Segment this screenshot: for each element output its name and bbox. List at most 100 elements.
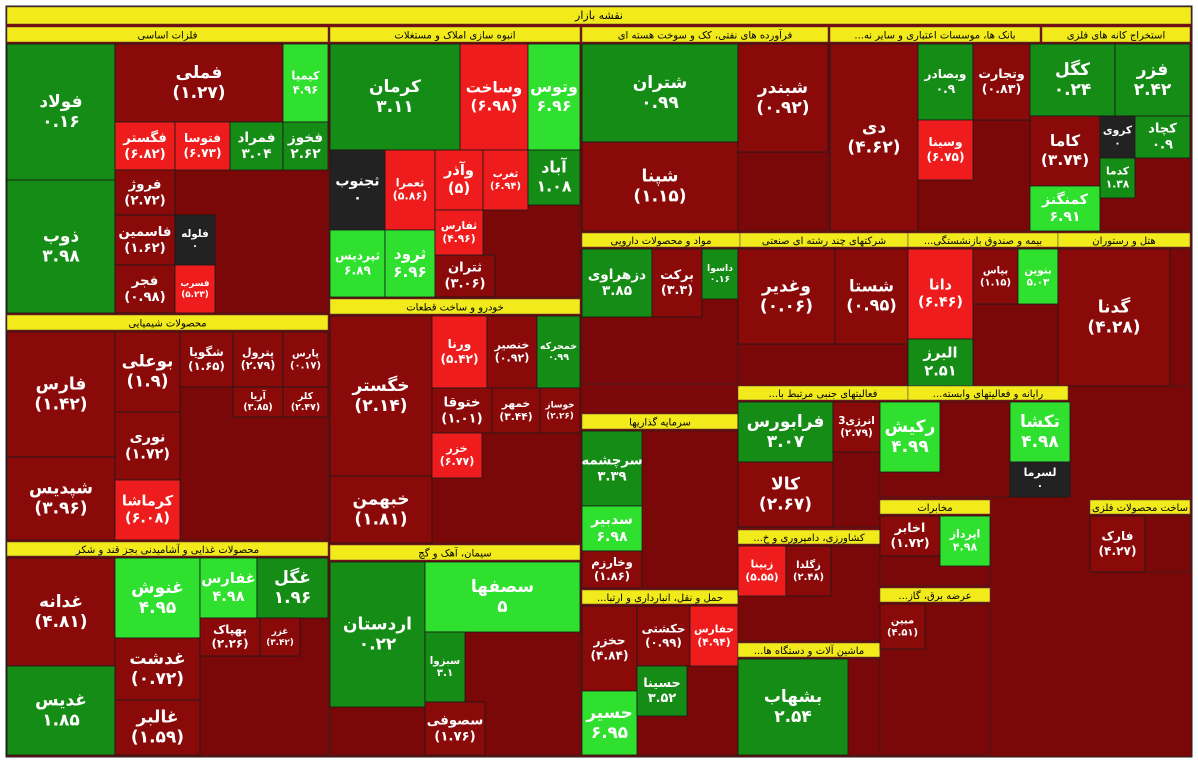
tile-value-label: ۰: [192, 240, 198, 252]
tile-value-label: ۰.۹: [1152, 137, 1173, 152]
tile-name: فملی: [176, 63, 223, 83]
tile-name: شستا: [849, 276, 894, 295]
tile-name: خبهمن: [352, 489, 409, 509]
tile: [972, 43, 1031, 121]
tile-name: بپاس: [983, 266, 1008, 277]
tile-name: اردستان: [343, 614, 412, 634]
tile-value-label: ۰.۹: [936, 82, 956, 96]
tile-name: مبین: [891, 616, 914, 627]
tile: [329, 315, 433, 477]
tile: [329, 149, 386, 231]
tile-value-label: ۲.۵۱: [924, 362, 956, 379]
tile-name: داسوا: [707, 263, 733, 274]
tile-name: کالا: [771, 474, 800, 494]
tile-value-label: (۶.۰۸): [125, 511, 170, 527]
tile: [907, 248, 974, 340]
tile-value-label: (۴.۸۱): [34, 612, 87, 632]
tile-name: اخابر: [894, 520, 925, 535]
sector-name: فلزات اساسی: [138, 31, 198, 42]
tile-name: وخارزم: [591, 555, 633, 570]
tile: [114, 169, 176, 216]
tile: [581, 141, 739, 232]
tile: [491, 387, 541, 434]
tile-name: بوعلی: [122, 352, 174, 372]
tile-value-label: (۴.۹۶): [442, 232, 475, 245]
tile: [527, 149, 581, 206]
tile-value-label: (۲.۷۹): [840, 427, 872, 439]
sector-name: رایانه و فعالیتهای وابسته...: [933, 389, 1044, 400]
tile-value-label: ۳.۵۲: [648, 691, 677, 706]
tile-value-label: ۶.۹۶: [393, 263, 427, 281]
tile-name: تکشا: [1020, 412, 1060, 432]
tile-value-label: (۲.۲۶): [546, 411, 574, 421]
tile-name: خزر: [445, 442, 467, 455]
tile-value-label: (۶.۹۸): [471, 97, 518, 115]
tile: [384, 229, 436, 298]
tile: [1134, 115, 1191, 159]
tile-name: سصفها: [471, 577, 534, 597]
tile-value-label: ۴.۹۹: [891, 437, 929, 457]
sector-name: مخابرات: [917, 503, 952, 514]
tile-name: پترول: [242, 346, 274, 359]
sector-name: انبوه سازی املاک و مستغلات: [394, 31, 515, 42]
tile-value-label: (۵.۴۲): [440, 352, 478, 366]
tile: [737, 545, 787, 597]
sector-name: سرمایه گذاریها: [629, 417, 691, 429]
tile-name: کچاد: [1148, 122, 1177, 137]
tile-name: رکیش: [885, 417, 936, 437]
tile-value-label: (۳.۸۵): [243, 402, 272, 413]
sector-header: [329, 26, 581, 43]
tile-name: خمهر: [501, 397, 530, 410]
sector-name: فرآورده های نفتی، کک و سوخت هسته ای: [618, 29, 793, 42]
tile-name: سدبیر: [590, 512, 633, 528]
tile-value-label: (۳.۰۶): [445, 276, 486, 291]
tile-name: فروژ: [128, 178, 162, 193]
tile: [282, 43, 329, 123]
tile-value-label: ۰: [353, 190, 362, 206]
tile: [434, 149, 484, 211]
tile-name: وتوس: [530, 77, 578, 96]
tile-name: شگویا: [189, 345, 224, 360]
tile-value-label: ۰.۹۹: [641, 93, 679, 113]
tile-name: غدیس: [35, 690, 87, 710]
tile-name: ذوب: [43, 226, 80, 246]
title-bar: [6, 6, 1192, 25]
tile: [879, 515, 941, 557]
tile-value-label: (۵.۲۳): [181, 290, 209, 300]
tile-name: شتران: [633, 73, 688, 93]
tile-name: ثعمرا: [396, 176, 424, 189]
tile-value-label: (۵): [448, 180, 470, 197]
tile-name: ثتران: [448, 261, 482, 276]
tile-name: شبندر: [757, 78, 808, 98]
sector-header: [879, 499, 991, 515]
tile-value-label: (۱.۸۱): [354, 510, 407, 530]
tile: [689, 605, 739, 667]
sector-name: کشاورزی، دامپروری و خ...: [753, 533, 864, 544]
tile-name: لسرما: [1024, 466, 1057, 479]
sector-header: [907, 385, 1069, 401]
tile-value-label: ۳.۰۷: [767, 432, 805, 452]
tile-value-label: ۴.۹۸: [212, 588, 244, 605]
sector-header: [6, 26, 329, 43]
tile-value-label: (۲.۷۲): [124, 193, 166, 208]
tile-name: بهپاک: [213, 622, 247, 637]
tile-value-label: ۶.۹۱: [1049, 209, 1080, 225]
tile-name: ثفارس: [441, 219, 477, 232]
tile-name: کرمان: [369, 77, 421, 97]
sector-header: [329, 298, 581, 315]
tile: [539, 387, 581, 434]
tile-value-label: (۰.۹۹): [645, 636, 682, 650]
tile-name: بنوین: [1024, 264, 1052, 276]
tile: [581, 430, 643, 507]
tile-value-label: ۶.۹۶: [536, 96, 571, 115]
tile: [1029, 115, 1101, 187]
tile: [972, 248, 1019, 305]
tile-value-label: ۱.۳۸: [1106, 177, 1130, 190]
tile-value-label: (۴.۹۴): [697, 635, 730, 648]
tile-value-label: (۳.۹۶): [34, 499, 87, 519]
tile-value-label: (۲.۶۷): [759, 495, 812, 515]
tile-value-label: (۱.۱۵): [980, 277, 1011, 288]
tile-name: حسیر: [585, 702, 632, 723]
tile: [581, 550, 643, 589]
tile: [114, 264, 176, 314]
